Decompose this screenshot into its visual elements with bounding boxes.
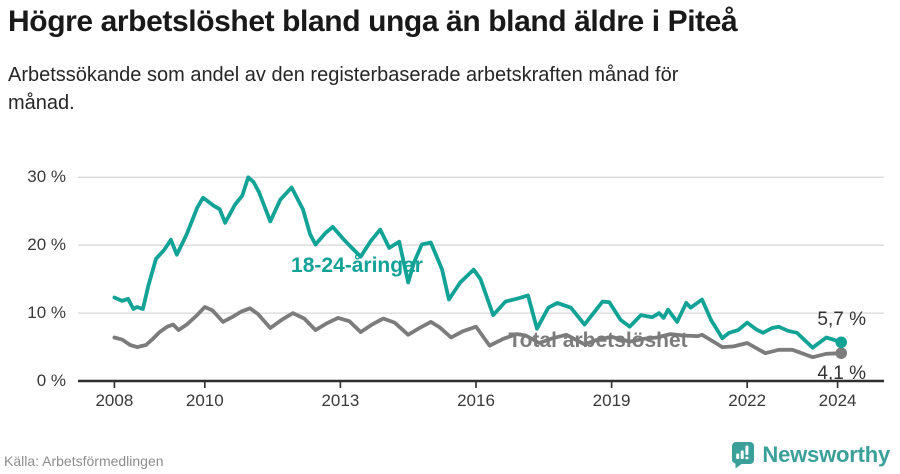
series-line-0 (112, 175, 844, 350)
chart-subtitle-line1: Arbetssökande som andel av den registerb… (8, 64, 679, 86)
chart-subtitle-line2: månad. (8, 92, 75, 114)
page-title: Högre arbetslöshet bland unga än bland ä… (8, 5, 738, 38)
y-axis-label-0: 0 % (36, 371, 66, 390)
end-value-total: 4,1 % (817, 363, 866, 384)
series-end-dot-1 (835, 347, 848, 359)
series-label-youth: 18-24-åringar (291, 254, 423, 277)
series-line-1 (112, 305, 844, 360)
chart-subtitle: Arbetssökande som andel av den registerb… (8, 61, 848, 117)
source-note: Källa: Arbetsförmedlingen (4, 453, 164, 469)
series-end-dot-0 (835, 336, 848, 349)
y-axis-label-10: 10 % (27, 303, 66, 323)
x-axis-label-2022: 2022 (728, 391, 767, 410)
x-axis-label-2019: 2019 (592, 391, 631, 410)
x-axis-label-2008: 2008 (95, 391, 134, 410)
y-axis-label-30: 30 % (27, 167, 66, 187)
end-value-youth: 5,7 % (817, 309, 866, 330)
x-axis-label-2010: 2010 (185, 391, 224, 410)
newsworthy-logo[interactable]: Newsworthy (731, 440, 890, 470)
y-axis-label-20: 20 % (27, 235, 66, 255)
brand-name: Newsworthy (762, 442, 890, 467)
x-axis-label-2013: 2013 (321, 391, 360, 410)
x-axis-label-2016: 2016 (457, 391, 495, 410)
series-label-total: Total arbetslöshet (508, 329, 688, 352)
newsworthy-icon (732, 442, 755, 469)
x-axis-label-2024: 2024 (818, 391, 857, 410)
